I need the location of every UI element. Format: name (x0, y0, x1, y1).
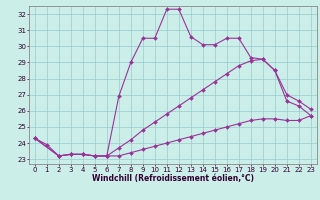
X-axis label: Windchill (Refroidissement éolien,°C): Windchill (Refroidissement éolien,°C) (92, 174, 254, 183)
